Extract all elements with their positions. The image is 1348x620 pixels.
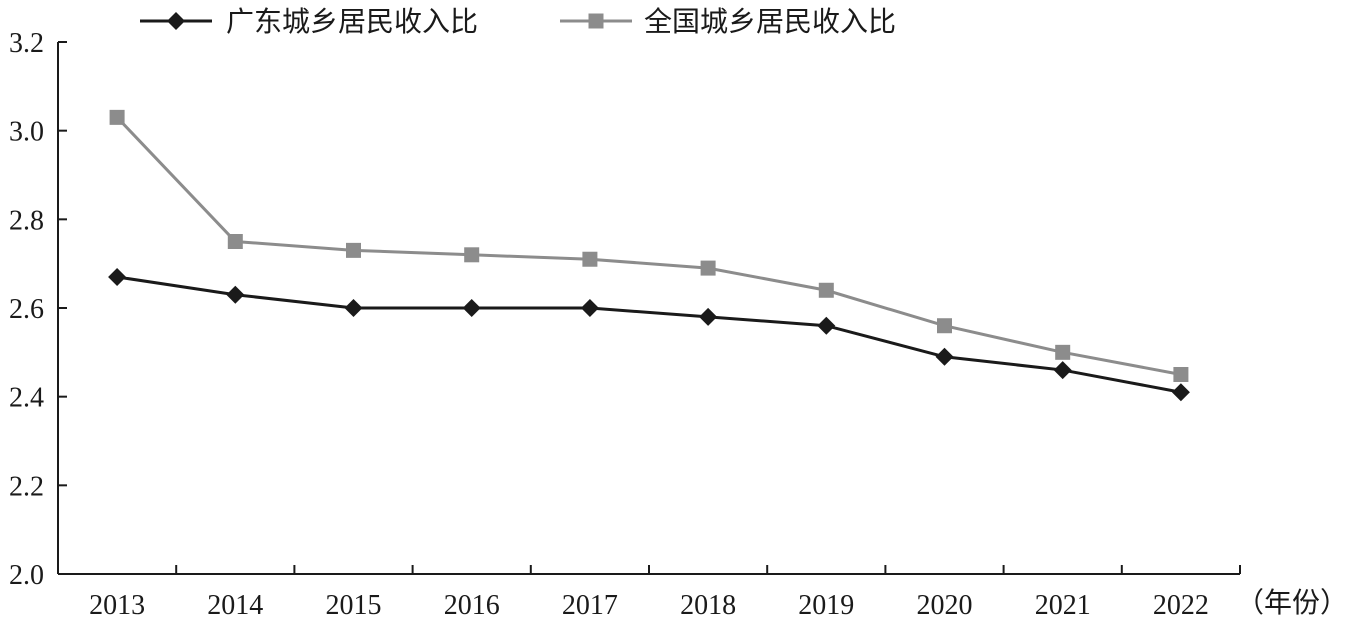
data-point — [818, 282, 834, 298]
x-tick-label: 2013 — [89, 590, 145, 620]
x-tick-label: 2016 — [444, 590, 500, 620]
series-national — [109, 109, 1189, 382]
series-layer — [108, 109, 1190, 402]
series-line — [116, 275, 1182, 394]
data-point — [1055, 344, 1071, 360]
series-guangdong — [108, 267, 1190, 402]
x-tick-label: 2015 — [326, 590, 382, 620]
data-point — [700, 260, 716, 276]
y-tick-label: 2.2 — [9, 471, 44, 502]
legend-marker — [588, 13, 604, 29]
legend-marker — [167, 12, 185, 30]
x-axis-unit-label: （年份） — [1236, 586, 1348, 619]
y-tick-label: 3.2 — [9, 28, 44, 59]
data-point — [108, 267, 127, 286]
legend-label: 广东城乡居民收入比 — [226, 5, 478, 38]
series-line — [116, 116, 1182, 376]
data-point — [346, 242, 361, 258]
y-tick-label: 2.6 — [9, 294, 44, 325]
y-tick-label: 3.0 — [9, 117, 44, 148]
data-point — [1173, 367, 1189, 382]
x-tick-label: 2022 — [1153, 590, 1209, 620]
y-tick-label: 2.4 — [9, 383, 44, 414]
data-point — [462, 299, 481, 317]
data-point — [937, 318, 952, 334]
data-point — [935, 347, 954, 366]
legend: 广东城乡居民收入比 全国城乡居民收入比 — [140, 5, 896, 38]
data-point — [1053, 361, 1072, 380]
data-point — [1171, 383, 1190, 402]
legend-item: 广东城乡居民收入比 — [140, 5, 478, 38]
x-tick-label: 2017 — [562, 590, 618, 620]
y-tick-label: 2.8 — [9, 205, 44, 236]
x-tick-label: 2021 — [1035, 590, 1091, 620]
data-point — [109, 109, 125, 125]
x-tick-label: 2020 — [917, 590, 973, 620]
axes: 2.0 2.2 2.4 2.6 2.8 3.0 3.2 2013 2014 2015 2016 201… — [9, 28, 1241, 620]
data-point — [464, 247, 480, 263]
data-point — [582, 251, 598, 267]
x-tick-label: 2019 — [798, 590, 854, 620]
x-tick-label: 2018 — [680, 590, 736, 620]
data-point — [227, 234, 243, 249]
y-tick-label: 2.0 — [9, 560, 44, 591]
data-point — [580, 299, 599, 317]
legend-label: 全国城乡居民收入比 — [644, 5, 896, 38]
data-point — [817, 316, 836, 335]
data-point — [344, 299, 363, 317]
x-tick-label: 2014 — [207, 590, 263, 620]
legend-item: 全国城乡居民收入比 — [560, 5, 896, 38]
data-point — [226, 285, 245, 304]
data-point — [699, 307, 718, 326]
